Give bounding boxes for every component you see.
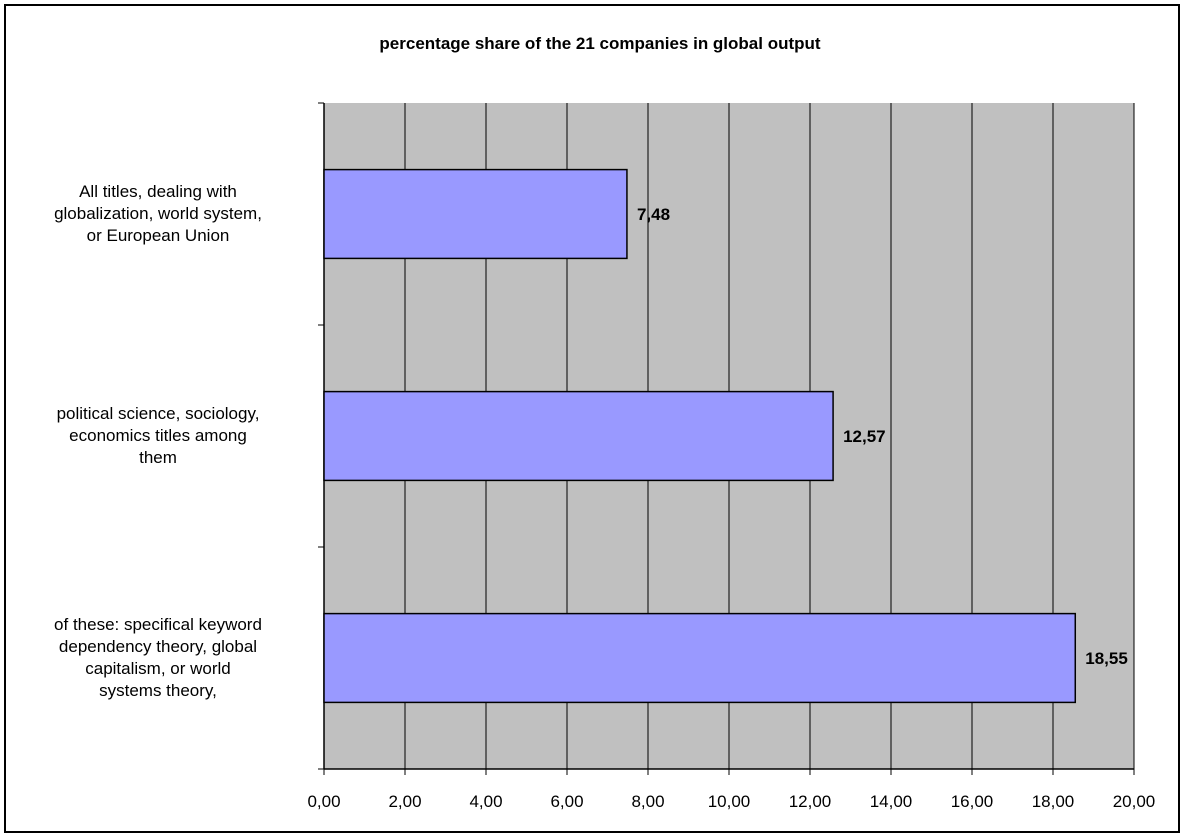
x-tick-label-5: 10,00 [708, 792, 751, 811]
category-label-line: All titles, dealing with [79, 182, 237, 201]
x-tick-label-7: 14,00 [870, 792, 913, 811]
category-label-0: All titles, dealing with globalization, w… [8, 181, 308, 247]
x-tick-label-9: 18,00 [1032, 792, 1075, 811]
data-label-0: 7,48 [637, 205, 670, 224]
bar-2 [323, 612, 1077, 704]
category-label-line: systems theory, [99, 681, 217, 700]
category-label-line: or European Union [86, 226, 230, 245]
category-label-line: of these: specifical keyword [54, 615, 262, 634]
category-label-2: of these: specifical keyword dependency t… [8, 614, 308, 702]
category-label-line: political science, sociology, [56, 404, 260, 423]
data-label-2: 18,55 [1085, 649, 1128, 668]
x-tick-label-6: 12,00 [789, 792, 832, 811]
data-label-1: 12,57 [843, 427, 886, 446]
x-tick-label-8: 16,00 [951, 792, 994, 811]
category-label-1: political science, sociology, economics t… [8, 403, 308, 469]
x-tick-label-1: 2,00 [388, 792, 421, 811]
x-tick-label-10: 20,00 [1113, 792, 1156, 811]
x-tick-label-0: 0,00 [307, 792, 340, 811]
category-label-line: economics titles among [69, 426, 247, 445]
category-label-line: them [139, 448, 177, 467]
chart-title: percentage share of the 21 companies in … [379, 34, 821, 53]
bar-0 [323, 168, 628, 260]
bar-1 [323, 390, 834, 482]
x-tick-label-3: 6,00 [550, 792, 583, 811]
x-tick-label-4: 8,00 [631, 792, 664, 811]
category-label-line: globalization, world system, [54, 204, 262, 223]
category-label-line: capitalism, or world [85, 659, 231, 678]
category-label-line: dependency theory, global [58, 637, 258, 656]
x-tick-label-2: 4,00 [469, 792, 502, 811]
